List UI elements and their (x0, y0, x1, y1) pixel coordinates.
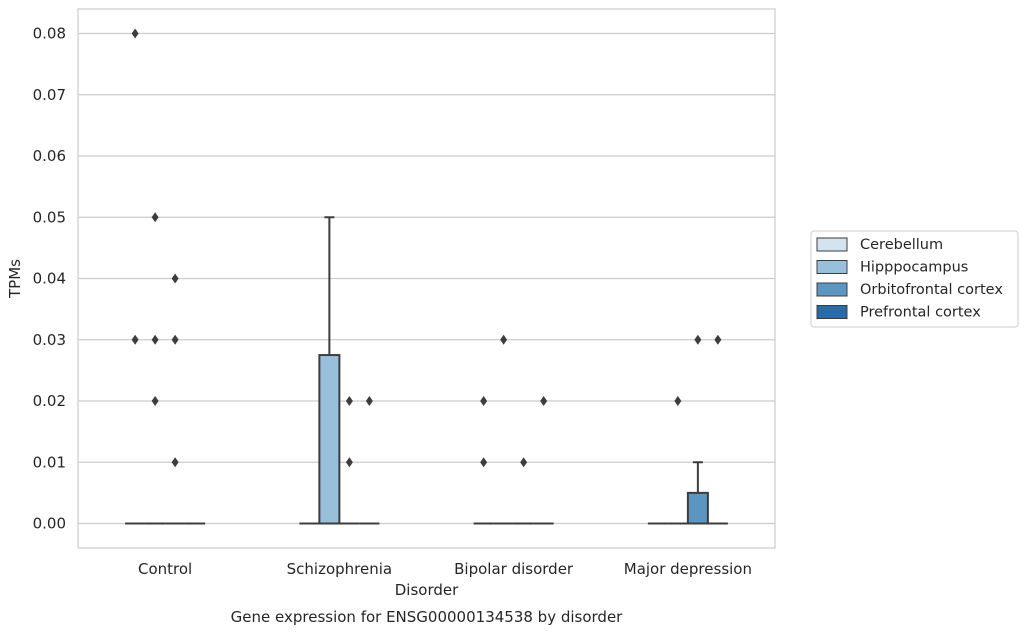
y-tick-label: 0.06 (33, 147, 66, 165)
box-hipppocampus-3 (667, 396, 688, 525)
outlier-point (171, 273, 179, 284)
outlier-point (171, 457, 179, 468)
outlier-point (480, 396, 488, 406)
box-orbitofrontal-cortex-2 (513, 457, 534, 525)
y-tick-label: 0.08 (33, 25, 66, 43)
box-iqr (686, 491, 709, 525)
outlier-point (365, 396, 373, 406)
legend-label: Cerebellum (860, 237, 943, 253)
box-orbitofrontal-cortex-1 (339, 396, 360, 525)
grid-lines (78, 32, 775, 525)
y-tick-label: 0.03 (33, 331, 66, 349)
legend-swatch (816, 282, 848, 297)
box-hipppocampus-2 (493, 334, 514, 525)
x-tick-label: Control (138, 560, 192, 578)
box-prefrontal-cortex-2 (533, 396, 554, 525)
box-orbitofrontal-cortex-3 (686, 334, 709, 525)
box-orbitofrontal-cortex-0 (165, 273, 186, 525)
box-hipppocampus-0 (145, 212, 166, 525)
outlier-point (345, 457, 353, 468)
outlier-point (151, 396, 159, 406)
box-prefrontal-cortex-3 (707, 334, 728, 525)
outlier-point (171, 334, 179, 345)
plot-frame (77, 8, 776, 549)
y-tick-label: 0.04 (33, 270, 66, 288)
y-tick-label: 0.01 (33, 453, 66, 471)
x-tick-label: Major depression (624, 560, 752, 578)
x-axis-ticks: Control Schizophrenia Bipolar disorder Majo… (138, 560, 752, 578)
box-prefrontal-cortex-1 (359, 396, 380, 525)
y-axis-ticks: 0.00 0.01 0.02 0.03 0.04 0.05 0.06 0.07 0.08 (33, 25, 66, 533)
x-axis-label: Disorder (395, 581, 459, 599)
figure-caption: Gene expression for ENSG00000134538 by d… (231, 608, 624, 626)
box-plot-marks (125, 28, 728, 525)
box-cerebellum-0 (125, 28, 146, 525)
outlier-point (131, 334, 139, 345)
outlier-point (500, 334, 508, 345)
legend[interactable]: Cerebellum Hipppocampus Orbitofrontal cort… (810, 230, 1019, 328)
legend-swatch (816, 260, 848, 274)
y-tick-label: 0.02 (33, 392, 66, 410)
box-cerebellum-2 (473, 396, 494, 525)
box-iqr (318, 354, 341, 525)
legend-frame (810, 230, 1019, 328)
y-tick-label: 0.07 (33, 86, 66, 104)
x-tick-label: Schizophrenia (287, 560, 392, 578)
legend-label: Prefrontal cortex (860, 305, 981, 321)
legend-swatch (816, 305, 848, 319)
outlier-point (674, 396, 682, 406)
outlier-point (520, 457, 528, 468)
y-tick-label: 0.05 (33, 208, 66, 226)
y-tick-label: 0.00 (33, 515, 66, 533)
outlier-point (131, 28, 139, 39)
outlier-point (345, 396, 353, 406)
x-tick-label: Bipolar disorder (454, 560, 574, 578)
outlier-point (480, 457, 488, 468)
y-axis-label: TPMs (6, 259, 24, 299)
legend-swatch (816, 237, 848, 252)
outlier-point (540, 396, 548, 406)
outlier-point (151, 334, 159, 345)
legend-label: Hipppocampus (860, 260, 968, 276)
outlier-point (151, 212, 159, 223)
outlier-point (714, 334, 722, 345)
legend-label: Orbitofrontal cortex (860, 282, 1003, 298)
box-hipppocampus-1 (318, 216, 341, 525)
outlier-point (694, 334, 702, 345)
